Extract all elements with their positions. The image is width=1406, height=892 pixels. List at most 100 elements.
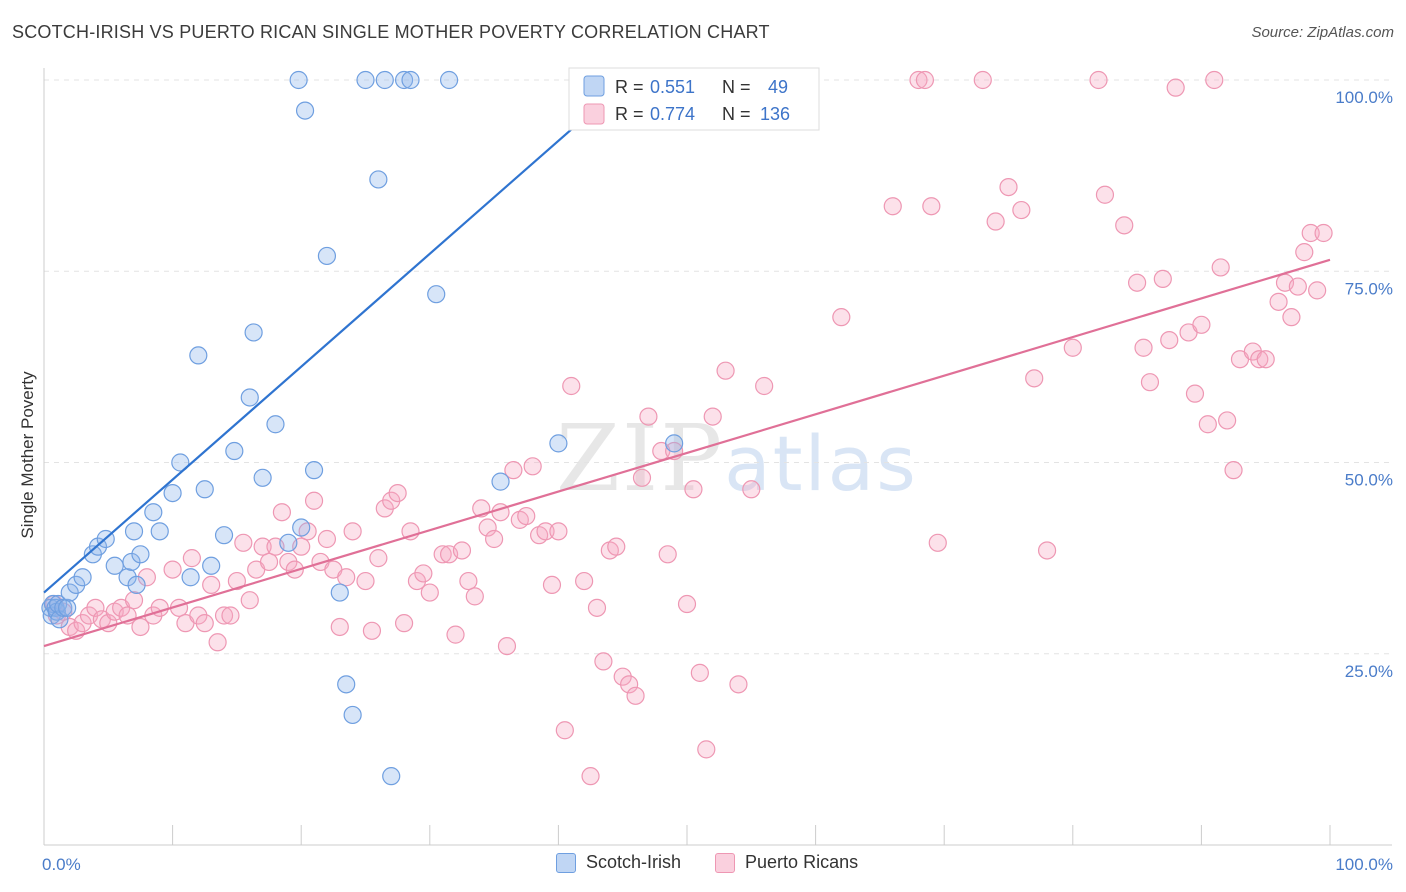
- puerto-ricans-point: [317, 529, 337, 549]
- puerto-ricans-point: [626, 686, 645, 705]
- watermark: ZIPatlas: [556, 405, 918, 512]
- watermark-atlas: atlas: [724, 419, 918, 508]
- puerto-ricans-point: [414, 564, 433, 583]
- scotch-irish-point: [356, 70, 375, 90]
- puerto-ricans-point: [330, 617, 349, 637]
- series-legend-item-puerto-ricans[interactable]: Puerto Ricans: [715, 852, 858, 873]
- puerto-ricans-point: [1166, 78, 1185, 97]
- puerto-ricans-point: [356, 571, 375, 591]
- puerto-ricans-point: [575, 571, 594, 591]
- x-tick-label-right: 100.0%: [1335, 855, 1393, 874]
- puerto-ricans-point: [999, 178, 1018, 197]
- source-label: Source: ZipAtlas.com: [1251, 24, 1394, 41]
- puerto-ricans-point: [562, 376, 581, 396]
- puerto-ricans-point: [1192, 315, 1211, 334]
- scotch-irish-point: [304, 461, 324, 480]
- puerto-ricans-point: [1269, 292, 1288, 311]
- puerto-ricans-point: [259, 552, 279, 572]
- scotch-irish-swatch: [556, 852, 576, 873]
- scotch-irish-point: [181, 568, 200, 587]
- puerto-ricans-point: [1185, 384, 1205, 403]
- scotch-irish-point: [244, 323, 263, 342]
- puerto-ricans-point: [684, 480, 703, 499]
- puerto-ricans-point: [1127, 273, 1147, 292]
- scotch-irish-point: [427, 285, 446, 304]
- puerto-ricans-point: [1095, 185, 1115, 204]
- puerto-ricans-point: [285, 560, 304, 579]
- scotch-irish-point: [195, 480, 214, 499]
- puerto-ricans-point: [394, 614, 414, 633]
- scotch-irish-point: [54, 598, 73, 617]
- puerto-ricans-point: [1140, 373, 1160, 392]
- puerto-ricans-point: [1134, 338, 1153, 357]
- puerto-ricans-point: [446, 625, 465, 644]
- puerto-ricans-point: [182, 549, 201, 568]
- correlation-legend: R = 0.551 N = 49 R = 0.774 N = 136: [568, 67, 820, 131]
- puerto-ricans-point: [542, 575, 562, 595]
- puerto-ricans-point: [915, 70, 935, 90]
- puerto-ricans-point: [195, 614, 214, 633]
- puerto-ricans-point: [272, 503, 292, 522]
- puerto-ricans-point: [697, 740, 716, 759]
- scotch-irish-point: [124, 522, 144, 541]
- scotch-irish-point: [253, 468, 272, 487]
- scotch-irish-point: [330, 583, 349, 602]
- puerto-ricans-point: [304, 491, 324, 510]
- puerto-ricans-point: [253, 537, 272, 556]
- puerto-ricans-point: [632, 468, 652, 487]
- legend-swatch-pink: [583, 103, 605, 125]
- legend-n-value-blue: 49: [768, 77, 788, 97]
- puerto-ricans-point: [1037, 541, 1057, 560]
- puerto-ricans-point: [208, 633, 227, 652]
- puerto-ricans-point: [234, 533, 253, 552]
- puerto-ricans-point: [337, 568, 356, 587]
- puerto-ricans-point: [433, 545, 452, 564]
- legend-n-label-blue: N =: [722, 77, 751, 97]
- puerto-ricans-point: [1282, 308, 1301, 327]
- scotch-irish-point: [58, 598, 77, 617]
- puerto-ricans-point: [909, 70, 928, 90]
- scotch-irish-point: [289, 70, 308, 90]
- scotch-irish-point: [279, 533, 298, 552]
- puerto-ricans-point: [369, 549, 388, 568]
- series-legend-item-scotch-irish[interactable]: Scotch-Irish: [556, 852, 681, 873]
- puerto-ricans-point: [523, 457, 542, 476]
- puerto-ricans-point: [549, 522, 568, 541]
- scotch-irish-trend-line: [43, 117, 585, 594]
- scotch-irish-point: [295, 101, 315, 120]
- puerto-ricans-point: [832, 308, 851, 327]
- puerto-ricans-point: [986, 212, 1005, 231]
- y-tick-label-50: 50.0%: [1345, 471, 1393, 490]
- scotch-irish-point: [491, 472, 510, 491]
- scotch-irish-points: [41, 70, 697, 786]
- puerto-ricans-point: [124, 591, 144, 610]
- puerto-ricans-point: [478, 518, 497, 537]
- puerto-ricans-point: [497, 636, 517, 656]
- axes: [43, 68, 1392, 846]
- puerto-ricans-point: [729, 675, 748, 694]
- scotch-irish-point: [549, 434, 568, 453]
- y-tick-label-25: 25.0%: [1345, 662, 1393, 681]
- puerto-ricans-point: [1205, 70, 1224, 90]
- puerto-ricans-point: [1308, 281, 1327, 300]
- scotch-irish-point: [131, 545, 150, 564]
- legend-r-value-blue: 0.551: [650, 77, 695, 97]
- legend-r-label-pink: R =: [615, 104, 644, 124]
- chart-title: SCOTCH-IRISH VS PUERTO RICAN SINGLE MOTH…: [12, 22, 770, 42]
- puerto-ricans-point: [639, 407, 658, 426]
- puerto-ricans-point: [1063, 338, 1082, 357]
- puerto-ricans-point: [716, 361, 735, 380]
- scotch-irish-point: [144, 503, 163, 522]
- scotch-irish-point: [202, 556, 221, 575]
- puerto-ricans-point: [581, 767, 600, 786]
- puerto-ricans-point: [388, 484, 407, 503]
- legend-swatch-blue: [583, 75, 605, 97]
- puerto-ricans-point: [658, 545, 677, 564]
- puerto-ricans-point: [1288, 277, 1307, 296]
- scotch-irish-point: [225, 441, 244, 461]
- scotch-irish-point: [214, 526, 234, 545]
- puerto-ricans-point: [420, 583, 439, 602]
- puerto-ricans-point: [1256, 350, 1275, 369]
- puerto-ricans-point: [459, 571, 478, 591]
- puerto-ricans-point: [1301, 223, 1320, 243]
